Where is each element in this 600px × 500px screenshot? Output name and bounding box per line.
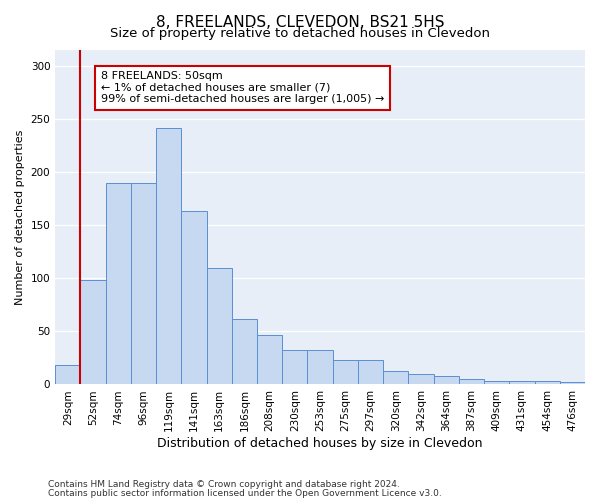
Bar: [409, 374, 434, 384]
X-axis label: Distribution of detached houses by size in Clevedon: Distribution of detached houses by size …: [157, 437, 483, 450]
Bar: [106, 182, 131, 384]
Bar: [131, 182, 156, 384]
Y-axis label: Number of detached properties: Number of detached properties: [15, 130, 25, 305]
Bar: [181, 212, 206, 384]
Bar: [560, 382, 585, 384]
Bar: [535, 382, 560, 384]
Text: Size of property relative to detached houses in Clevedon: Size of property relative to detached ho…: [110, 28, 490, 40]
Bar: [459, 379, 484, 384]
Text: Contains HM Land Registry data © Crown copyright and database right 2024.: Contains HM Land Registry data © Crown c…: [48, 480, 400, 489]
Bar: [434, 376, 459, 384]
Bar: [55, 366, 80, 384]
Bar: [282, 350, 307, 384]
Bar: [358, 360, 383, 384]
Bar: [484, 382, 509, 384]
Text: Contains public sector information licensed under the Open Government Licence v3: Contains public sector information licen…: [48, 488, 442, 498]
Bar: [80, 280, 106, 384]
Bar: [383, 370, 409, 384]
Bar: [257, 334, 282, 384]
Bar: [206, 268, 232, 384]
Text: 8 FREELANDS: 50sqm
← 1% of detached houses are smaller (7)
99% of semi-detached : 8 FREELANDS: 50sqm ← 1% of detached hous…: [101, 71, 384, 104]
Bar: [307, 350, 332, 384]
Text: 8, FREELANDS, CLEVEDON, BS21 5HS: 8, FREELANDS, CLEVEDON, BS21 5HS: [156, 15, 444, 30]
Bar: [332, 360, 358, 384]
Bar: [509, 382, 535, 384]
Bar: [156, 128, 181, 384]
Bar: [232, 318, 257, 384]
